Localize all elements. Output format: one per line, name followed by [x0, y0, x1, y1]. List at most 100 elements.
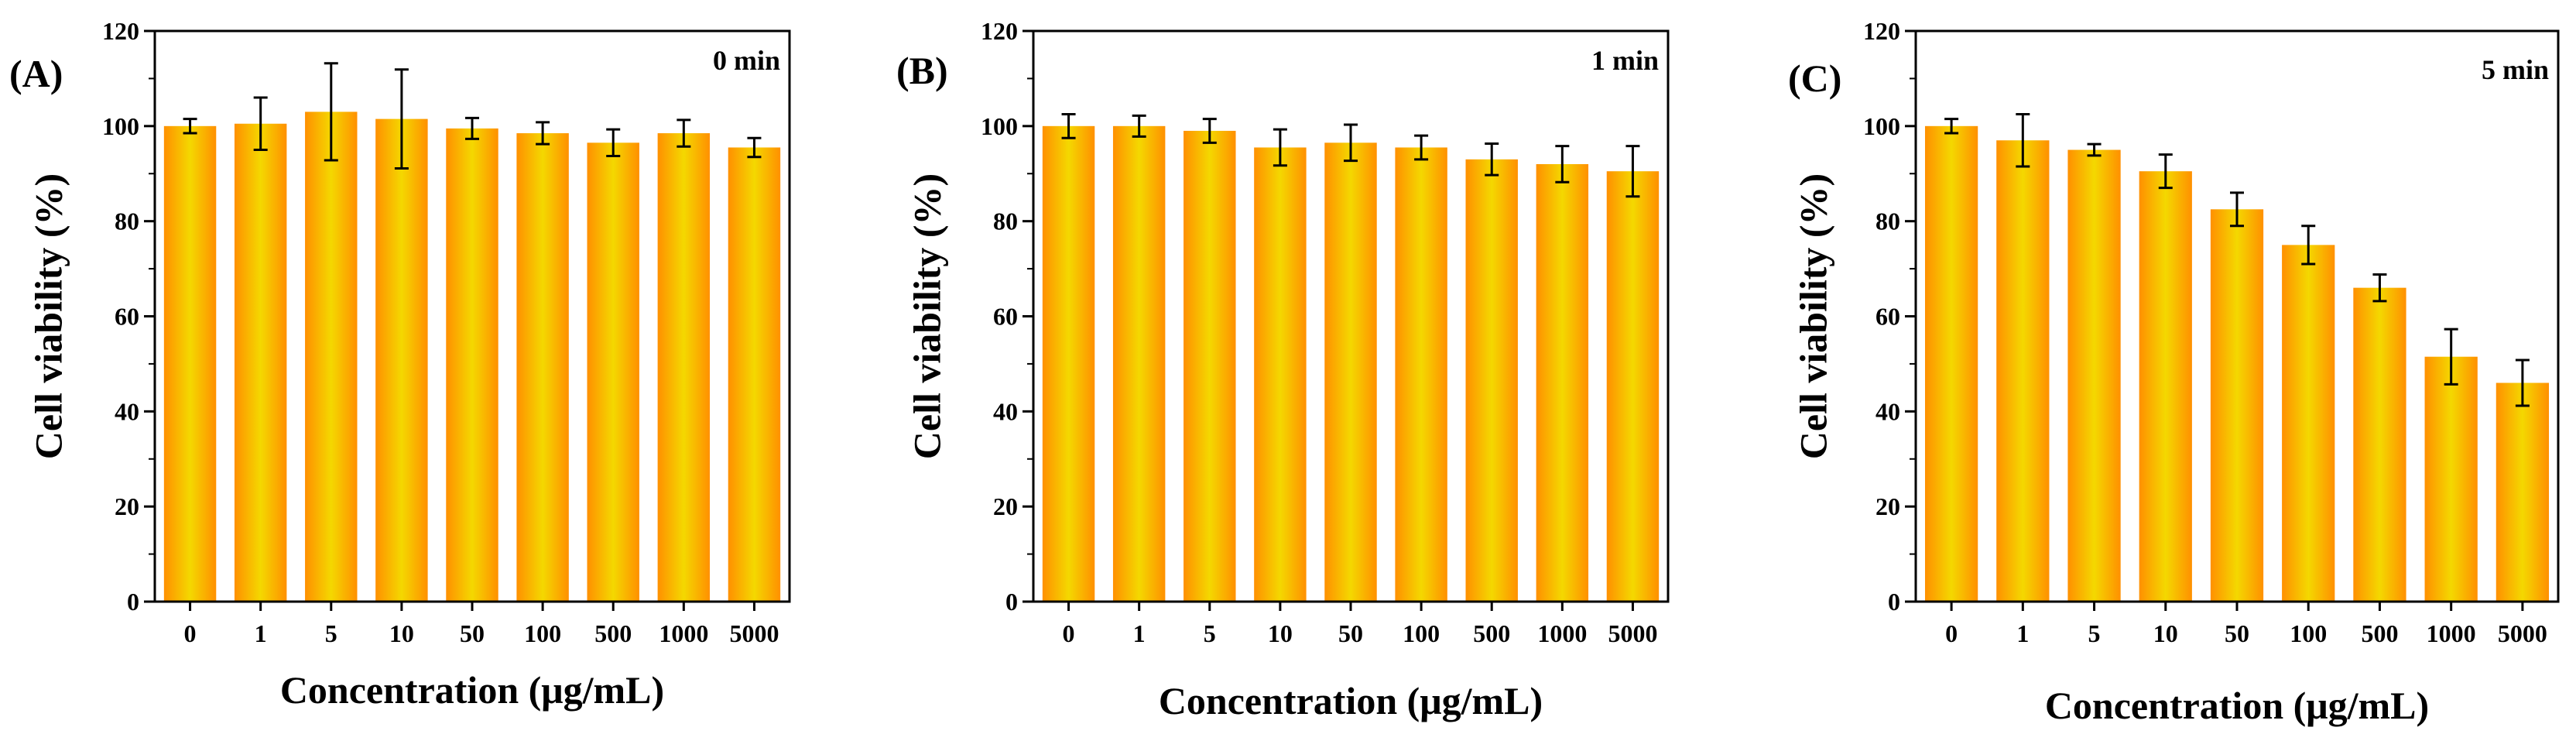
- y-tick-label: 40: [993, 397, 1018, 425]
- y-axis-title: Cell viability (%): [1791, 173, 1834, 459]
- x-tick-label: 1: [2016, 619, 2029, 647]
- bar: [1465, 159, 1518, 602]
- panel-label: (A): [9, 52, 63, 95]
- bar: [2424, 356, 2478, 602]
- bar: [305, 111, 358, 602]
- x-axis-title: Concentration (μg/mL): [2045, 684, 2429, 727]
- bar: [1536, 163, 1589, 602]
- error-bar: [2372, 273, 2387, 303]
- bar: [1042, 125, 1095, 602]
- bar: [1996, 140, 2050, 602]
- error-bar: [465, 116, 479, 140]
- time-annotation: 0 min: [713, 45, 780, 76]
- x-axis-title: Concentration (μg/mL): [1159, 679, 1543, 722]
- error-bar: [677, 118, 691, 148]
- x-tick-label: 100: [1403, 619, 1440, 647]
- time-annotation: 5 min: [2482, 54, 2549, 85]
- plot-frame: [1914, 29, 2560, 603]
- bar: [2496, 383, 2550, 602]
- x-tick-label: 5: [2088, 619, 2101, 647]
- panel-a: 0 1 5 10 50 100 500 1000 5000 0 20 40 60 80 100 120 Cell…: [9, 17, 791, 712]
- error-bar: [536, 121, 550, 146]
- error-bar: [747, 136, 762, 159]
- error-bar: [2301, 225, 2316, 266]
- x-tick-label: 1: [1133, 619, 1146, 647]
- x-tick-label: 1000: [1537, 619, 1587, 647]
- y-tick-label: 80: [115, 208, 139, 235]
- y-tick-label: 40: [115, 397, 139, 425]
- x-tick-label: 0: [1063, 619, 1075, 647]
- x-tick-label: 500: [2361, 619, 2398, 647]
- x-tick-label: 5000: [729, 619, 779, 647]
- y-tick-label: 20: [993, 492, 1018, 520]
- x-tick-label: 1000: [2427, 619, 2476, 647]
- error-bar: [253, 96, 268, 152]
- x-tick-label: 1000: [659, 619, 708, 647]
- x-tick-label: 5: [325, 619, 337, 647]
- error-bar: [606, 128, 621, 158]
- y-tick-label: 40: [1875, 397, 1900, 425]
- bar: [2210, 209, 2264, 602]
- y-tick-label: 100: [102, 112, 139, 140]
- y-tick-label: 120: [1863, 17, 1900, 45]
- x-tick-label: 50: [2225, 619, 2249, 647]
- error-bar: [394, 68, 409, 170]
- error-bar: [2016, 112, 2030, 168]
- y-tick-label: 80: [1875, 208, 1900, 235]
- y-axis-title: Cell viability (%): [26, 173, 70, 459]
- error-bar: [1132, 114, 1146, 138]
- panel-b: 0 1 5 10 50 100 500 1000 5000 0 20 40 60 80 100 120 Cell…: [896, 17, 1670, 722]
- y-tick-label: 120: [102, 17, 139, 45]
- bar: [2282, 245, 2335, 602]
- error-bar: [1202, 118, 1217, 144]
- bar: [657, 133, 711, 602]
- x-tick-label: 50: [1338, 619, 1363, 647]
- error-bar: [1944, 118, 1959, 135]
- time-annotation: 1 min: [1591, 45, 1659, 76]
- x-tick-label: 0: [184, 619, 197, 647]
- y-tick-label: 0: [1005, 588, 1018, 616]
- y-tick-label: 120: [981, 17, 1018, 45]
- x-tick-label: 0: [1945, 619, 1958, 647]
- bar: [375, 118, 428, 602]
- error-bar: [324, 62, 338, 162]
- y-tick-label: 60: [115, 303, 139, 331]
- bar: [1395, 147, 1447, 602]
- x-tick-label: 500: [594, 619, 632, 647]
- x-tick-label: 1: [255, 619, 267, 647]
- bar: [2067, 149, 2121, 602]
- error-bar: [1061, 112, 1076, 139]
- x-tick-label: 10: [1268, 619, 1293, 647]
- y-tick-label: 100: [1863, 112, 1900, 140]
- x-tick-label: 100: [524, 619, 561, 647]
- x-tick-label: 10: [2153, 619, 2178, 647]
- bar: [1254, 147, 1307, 602]
- error-bar: [2158, 153, 2173, 190]
- y-tick-label: 20: [115, 492, 139, 520]
- error-bar: [1273, 128, 1287, 167]
- error-bar: [1555, 145, 1570, 184]
- x-tick-label: 10: [389, 619, 414, 647]
- y-tick-label: 0: [127, 588, 139, 616]
- x-tick-label: 5000: [1608, 619, 1657, 647]
- bar: [2139, 171, 2192, 602]
- error-bar: [2087, 142, 2102, 157]
- bar: [587, 142, 639, 602]
- error-bar: [2230, 191, 2244, 228]
- x-tick-label: 500: [1473, 619, 1510, 647]
- bar: [163, 125, 217, 602]
- bar: [2353, 287, 2406, 602]
- y-tick-label: 60: [1875, 303, 1900, 331]
- y-tick-label: 60: [993, 303, 1018, 331]
- panel-label: (B): [896, 49, 948, 92]
- y-axis-title: Cell viability (%): [905, 173, 948, 459]
- bar: [728, 147, 781, 602]
- error-bar: [1625, 145, 1640, 198]
- bar: [516, 133, 569, 602]
- error-bar: [1414, 134, 1429, 161]
- plot-frame: [1032, 29, 1670, 603]
- error-bar: [2515, 358, 2530, 407]
- panel-c: 0 1 5 10 50 100 500 1000 5000 0 20 40 60 80 100 120 Cell…: [1788, 17, 2560, 727]
- error-bar: [1485, 142, 1499, 177]
